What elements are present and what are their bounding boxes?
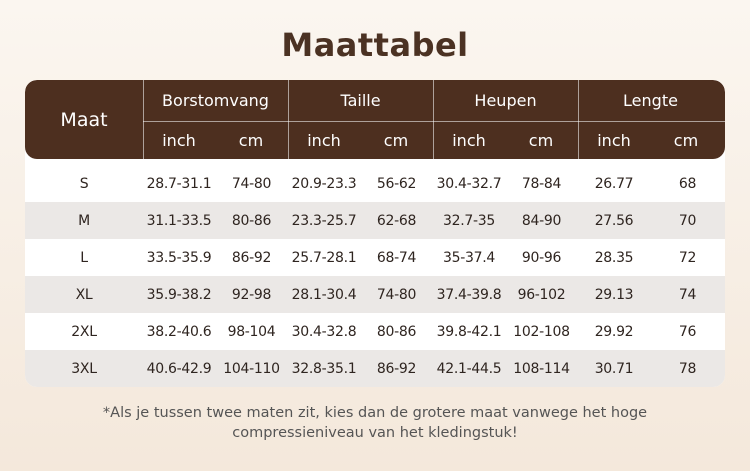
table-cell: 42.1-44.5 (436, 360, 502, 377)
unit-header: cm (238, 131, 264, 150)
table-cell: 78 (678, 360, 697, 377)
table-cell: 78-84 (521, 175, 562, 192)
page-title: Maattabel (281, 26, 469, 64)
table-cell: 74-80 (231, 175, 272, 192)
table-cell: 40.6-42.9 (146, 360, 212, 377)
size-cell: 3XL (71, 360, 97, 377)
size-cell: XL (75, 286, 93, 303)
table-cell: 28.1-30.4 (291, 286, 357, 303)
table-cell: 29.92 (594, 323, 634, 340)
table-cell: 68-74 (376, 249, 417, 266)
table-cell: 68 (678, 175, 697, 192)
table-cell: 23.3-25.7 (291, 212, 357, 229)
footnote: *Als je tussen twee maten zit, kies dan … (102, 405, 648, 441)
header-divider (143, 80, 144, 159)
group-header-bust: Borstomvang (162, 91, 269, 110)
unit-header: inch (452, 131, 486, 150)
group-header-length: Lengte (623, 91, 678, 110)
size-column-header: Maat (60, 108, 108, 131)
table-cell: 30.71 (594, 360, 634, 377)
table-cell: 74-80 (376, 286, 417, 303)
header-divider (578, 80, 579, 159)
table-cell: 104-110 (223, 360, 280, 377)
table-cell: 31.1-33.5 (146, 212, 212, 229)
table-cell: 26.77 (594, 175, 634, 192)
table-cell: 56-62 (376, 175, 417, 192)
unit-header: cm (383, 131, 409, 150)
table-cell: 37.4-39.8 (436, 286, 502, 303)
table-cell: 72 (678, 249, 697, 266)
table-cell: 39.8-42.1 (436, 323, 502, 340)
table-cell: 86-92 (376, 360, 417, 377)
size-table: Maat Borstomvang Taille Heupen Lengte in… (25, 80, 725, 387)
table-cell: 74 (678, 286, 697, 303)
table-row: L 33.5-35.9 86-92 25.7-28.1 68-74 35-37.4 90-9… (25, 239, 725, 276)
table-cell: 33.5-35.9 (146, 249, 212, 266)
unit-header: cm (528, 131, 554, 150)
table-row: 3XL 40.6-42.9 104-110 32.8-35.1 86-92 42.1-44… (25, 350, 725, 387)
table-cell: 92-98 (231, 286, 272, 303)
table-cell: 30.4-32.7 (436, 175, 502, 192)
table-cell: 102-108 (513, 323, 570, 340)
unit-header: inch (597, 131, 631, 150)
size-cell: L (80, 249, 88, 266)
table-row: XL 35.9-38.2 92-98 28.1-30.4 74-80 37.4-39.8 9… (25, 276, 725, 313)
table-row: M 31.1-33.5 80-86 23.3-25.7 62-68 32.7-35 84-9… (25, 202, 725, 239)
table-cell: 35-37.4 (443, 249, 495, 266)
table-cell: 20.9-23.3 (291, 175, 357, 192)
size-cell: 2XL (71, 323, 97, 340)
table-cell: 90-96 (521, 249, 562, 266)
table-row: S 28.7-31.1 74-80 20.9-23.3 56-62 30.4-32.7 78… (25, 165, 725, 202)
table-cell: 25.7-28.1 (291, 249, 357, 266)
size-cell: S (79, 175, 89, 192)
table-cell: 28.35 (594, 249, 634, 266)
table-cell: 32.7-35 (443, 212, 495, 229)
size-cell: M (78, 212, 90, 229)
table-header: Maat Borstomvang Taille Heupen Lengte in… (25, 80, 725, 159)
group-header-waist: Taille (340, 91, 381, 110)
table-cell: 76 (678, 323, 697, 340)
table-row: 2XL 38.2-40.6 98-104 30.4-32.8 80-86 39.8-42.… (25, 313, 725, 350)
table-cell: 86-92 (231, 249, 272, 266)
table-cell: 84-90 (521, 212, 562, 229)
unit-header: inch (162, 131, 196, 150)
table-cell: 80-86 (376, 323, 417, 340)
unit-header: cm (673, 131, 699, 150)
table-cell: 62-68 (376, 212, 417, 229)
table-cell: 98-104 (227, 323, 276, 340)
unit-header: inch (307, 131, 341, 150)
table-cell: 35.9-38.2 (146, 286, 212, 303)
table-cell: 108-114 (513, 360, 570, 377)
table-cell: 38.2-40.6 (146, 323, 212, 340)
header-divider (288, 80, 289, 159)
header-divider (143, 121, 725, 122)
table-cell: 32.8-35.1 (291, 360, 357, 377)
table-cell: 96-102 (517, 286, 566, 303)
table-cell: 30.4-32.8 (291, 323, 357, 340)
table-cell: 29.13 (594, 286, 634, 303)
table-cell: 27.56 (594, 212, 634, 229)
table-cell: 70 (678, 212, 697, 229)
group-header-hips: Heupen (474, 91, 537, 110)
header-divider (433, 80, 434, 159)
table-cell: 80-86 (231, 212, 272, 229)
table-cell: 28.7-31.1 (146, 175, 212, 192)
